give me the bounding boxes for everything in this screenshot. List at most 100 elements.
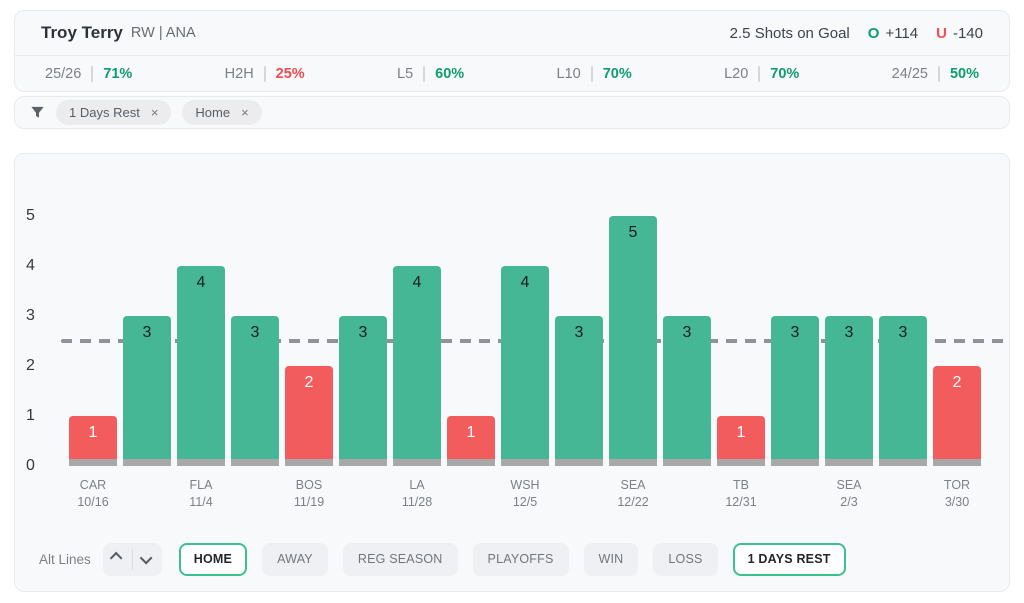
- under-odds[interactable]: U -140: [936, 25, 983, 42]
- bar-value-label: 4: [501, 274, 549, 292]
- bar-value-label: 3: [231, 324, 279, 342]
- x-axis-date: 12/5: [480, 494, 570, 511]
- filter-button-loss[interactable]: LOSS: [653, 543, 717, 576]
- stat-split-25-26: 25/26 71%: [45, 66, 132, 82]
- chevron-up-icon: [110, 551, 123, 564]
- y-axis-tick-3: 3: [26, 307, 52, 325]
- x-axis-date: 11/4: [156, 494, 246, 511]
- bar-base-strip: [501, 459, 549, 466]
- x-axis-date: 2/3: [804, 494, 894, 511]
- bar-base-strip: [555, 459, 603, 466]
- x-axis-label-sea-2-3: SEA2/3: [804, 477, 894, 511]
- bar-game-5[interactable]: 2: [285, 366, 333, 466]
- stat-divider: [938, 66, 940, 82]
- under-odds-value: -140: [953, 25, 983, 42]
- x-axis-team: WSH: [480, 477, 570, 494]
- filter-chip-label: Home: [195, 105, 230, 120]
- bar-game-4[interactable]: 3: [231, 316, 279, 466]
- bar-game-17[interactable]: 2: [933, 366, 981, 466]
- bar-game-6[interactable]: 3: [339, 316, 387, 466]
- filter-button-win[interactable]: WIN: [584, 543, 639, 576]
- x-axis-team: SEA: [804, 477, 894, 494]
- line-up-button[interactable]: [103, 543, 132, 576]
- filter-button-playoffs[interactable]: PLAYOFFS: [473, 543, 569, 576]
- bar-value-label: 2: [285, 374, 333, 392]
- bar-game-2[interactable]: 3: [123, 316, 171, 466]
- x-axis-date: 11/19: [264, 494, 354, 511]
- bar-value-label: 4: [177, 274, 225, 292]
- bar-game-11[interactable]: 5: [609, 216, 657, 466]
- filter-buttons-group: HOME AWAY REG SEASON PLAYOFFS WIN LOSS 1 DAYS …: [179, 543, 846, 576]
- x-axis-team: LA: [372, 477, 462, 494]
- stat-value: 70%: [603, 66, 632, 82]
- x-axis-label-sea-12-22: SEA12/22: [588, 477, 678, 511]
- remove-filter-icon[interactable]: ×: [151, 106, 159, 119]
- player-prop-card: Troy Terry RW | ANA 2.5 Shots on Goal O …: [14, 10, 1010, 92]
- bar-base-strip: [771, 459, 819, 466]
- bar-game-7[interactable]: 4: [393, 266, 441, 466]
- active-filters-bar: 1 Days Rest × Home ×: [14, 96, 1010, 129]
- hit-rate-splits-row: 25/2671%H2H25%L560%L1070%L2070%24/2550%: [15, 56, 1009, 91]
- bar-game-16[interactable]: 3: [879, 316, 927, 466]
- bar-base-strip: [879, 459, 927, 466]
- stat-split-l20: L2070%: [724, 66, 799, 82]
- prop-odds-group: 2.5 Shots on Goal O +114 U -140: [730, 25, 983, 42]
- stat-divider: [591, 66, 593, 82]
- x-axis-date: 10/16: [48, 494, 138, 511]
- alt-lines-stepper: [103, 543, 162, 576]
- stat-label: 25/26: [45, 66, 81, 82]
- player-position-team: RW | ANA: [131, 25, 196, 41]
- bar-value-label: 3: [663, 324, 711, 342]
- bar-game-12[interactable]: 3: [663, 316, 711, 466]
- chevron-down-icon: [140, 551, 153, 564]
- bar-base-strip: [825, 459, 873, 466]
- player-header: Troy Terry RW | ANA 2.5 Shots on Goal O …: [15, 11, 1009, 56]
- bar-base-strip: [123, 459, 171, 466]
- line-down-button[interactable]: [133, 543, 162, 576]
- x-axis-label-bos-11-19: BOS11/19: [264, 477, 354, 511]
- x-axis-team: BOS: [264, 477, 354, 494]
- bar-game-8[interactable]: 1: [447, 416, 495, 466]
- bar-base-strip: [177, 459, 225, 466]
- filter-chip-home[interactable]: Home ×: [182, 100, 261, 125]
- bar-base-strip: [447, 459, 495, 466]
- over-odds[interactable]: O +114: [868, 25, 918, 42]
- bar-game-10[interactable]: 3: [555, 316, 603, 466]
- stat-label: L10: [557, 66, 581, 82]
- bar-game-13[interactable]: 1: [717, 416, 765, 466]
- filter-button-home[interactable]: HOME: [179, 543, 247, 576]
- stat-label: L20: [724, 66, 748, 82]
- stat-value: 71%: [103, 66, 132, 82]
- prop-line-label: 2.5 Shots on Goal: [730, 25, 850, 42]
- over-odds-value: +114: [885, 25, 918, 42]
- bar-base-strip: [231, 459, 279, 466]
- bar-value-label: 1: [447, 424, 495, 442]
- bar-base-strip: [717, 459, 765, 466]
- filter-button-away[interactable]: AWAY: [262, 543, 328, 576]
- filter-chip-1-days-rest[interactable]: 1 Days Rest ×: [56, 100, 171, 125]
- x-axis-label-tb-12-31: TB12/31: [696, 477, 786, 511]
- y-axis-tick-1: 1: [26, 407, 52, 425]
- bar-game-3[interactable]: 4: [177, 266, 225, 466]
- bar-game-1[interactable]: 1: [69, 416, 117, 466]
- bar-value-label: 1: [717, 424, 765, 442]
- bar-base-strip: [609, 459, 657, 466]
- filter-button-1-days-rest[interactable]: 1 DAYS REST: [733, 543, 846, 576]
- remove-filter-icon[interactable]: ×: [241, 106, 249, 119]
- stat-label: H2H: [225, 66, 254, 82]
- x-axis-date: 12/22: [588, 494, 678, 511]
- alt-lines-label: Alt Lines: [39, 552, 91, 567]
- chart-controls: Alt Lines HOME AWAY REG SEASON PLAYOFFS WIN L…: [39, 542, 846, 576]
- over-icon: O: [868, 25, 880, 42]
- bar-game-9[interactable]: 4: [501, 266, 549, 466]
- bar-game-15[interactable]: 3: [825, 316, 873, 466]
- bar-base-strip: [339, 459, 387, 466]
- filter-funnel-icon: [30, 105, 45, 120]
- filter-button-reg-season[interactable]: REG SEASON: [343, 543, 458, 576]
- filter-chip-label: 1 Days Rest: [69, 105, 140, 120]
- stat-label: 24/25: [892, 66, 928, 82]
- bar-value-label: 5: [609, 224, 657, 242]
- x-axis-date: 3/30: [912, 494, 1002, 511]
- stat-value: 60%: [435, 66, 464, 82]
- bar-game-14[interactable]: 3: [771, 316, 819, 466]
